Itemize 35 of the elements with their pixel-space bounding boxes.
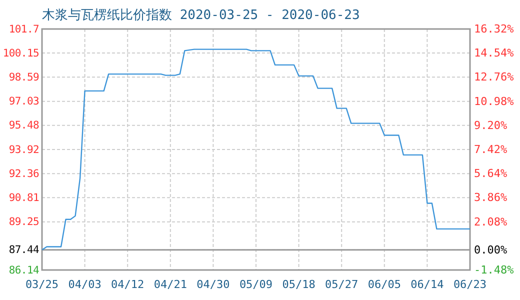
y2-tick-label: 14.54% bbox=[474, 46, 514, 60]
y-tick-label: 92.36 bbox=[8, 168, 39, 180]
x-tick-label: 05/18 bbox=[282, 278, 316, 291]
x-tick-label: 06/23 bbox=[453, 278, 487, 291]
y2-tick-label: 0.00% bbox=[474, 243, 508, 256]
line-series bbox=[41, 48, 471, 250]
x-tick-label: 06/05 bbox=[368, 278, 401, 291]
x-tick-label: 04/03 bbox=[68, 278, 102, 291]
chart-title: 木浆与瓦楞纸比价指数 2020-03-25 - 2020-06-23 bbox=[42, 8, 360, 23]
y-tick-label: 87.44 bbox=[8, 244, 39, 256]
y2-tick-label: 10.98% bbox=[474, 94, 514, 108]
x-tick-label: 05/27 bbox=[325, 278, 358, 291]
y2-tick-label: 16.32% bbox=[474, 22, 514, 36]
y-tick-label: 86.14 bbox=[8, 264, 39, 276]
y-tick-label: 98.59 bbox=[8, 72, 39, 84]
y-tick-label: 100.15 bbox=[2, 47, 39, 60]
y2-tick-label: 9.20% bbox=[474, 118, 508, 132]
y-tick-label: 97.03 bbox=[8, 96, 39, 108]
x-tick-label: 06/14 bbox=[410, 278, 444, 291]
x-tick-label: 03/25 bbox=[25, 278, 59, 291]
x-tick-label: 04/30 bbox=[196, 278, 230, 291]
y-tick-label: 95.48 bbox=[8, 120, 39, 132]
y-tick-label: 93.92 bbox=[8, 144, 39, 156]
y-tick-label: 90.81 bbox=[8, 192, 39, 204]
y2-tick-label: 3.86% bbox=[474, 191, 508, 204]
x-tick-label: 04/12 bbox=[111, 278, 144, 291]
y-tick-label: 89.25 bbox=[8, 216, 39, 228]
y2-tick-label: 2.08% bbox=[474, 215, 508, 228]
y2-tick-label: 5.64% bbox=[474, 167, 508, 180]
y2-tick-label: 12.76% bbox=[474, 70, 514, 84]
x-tick-label: 05/09 bbox=[239, 278, 273, 291]
x-tick-label: 04/21 bbox=[154, 278, 187, 291]
y-tick-label: 101.7 bbox=[8, 23, 39, 36]
y2-tick-label: -1.48% bbox=[474, 264, 514, 277]
y2-tick-label: 7.42% bbox=[474, 143, 508, 156]
